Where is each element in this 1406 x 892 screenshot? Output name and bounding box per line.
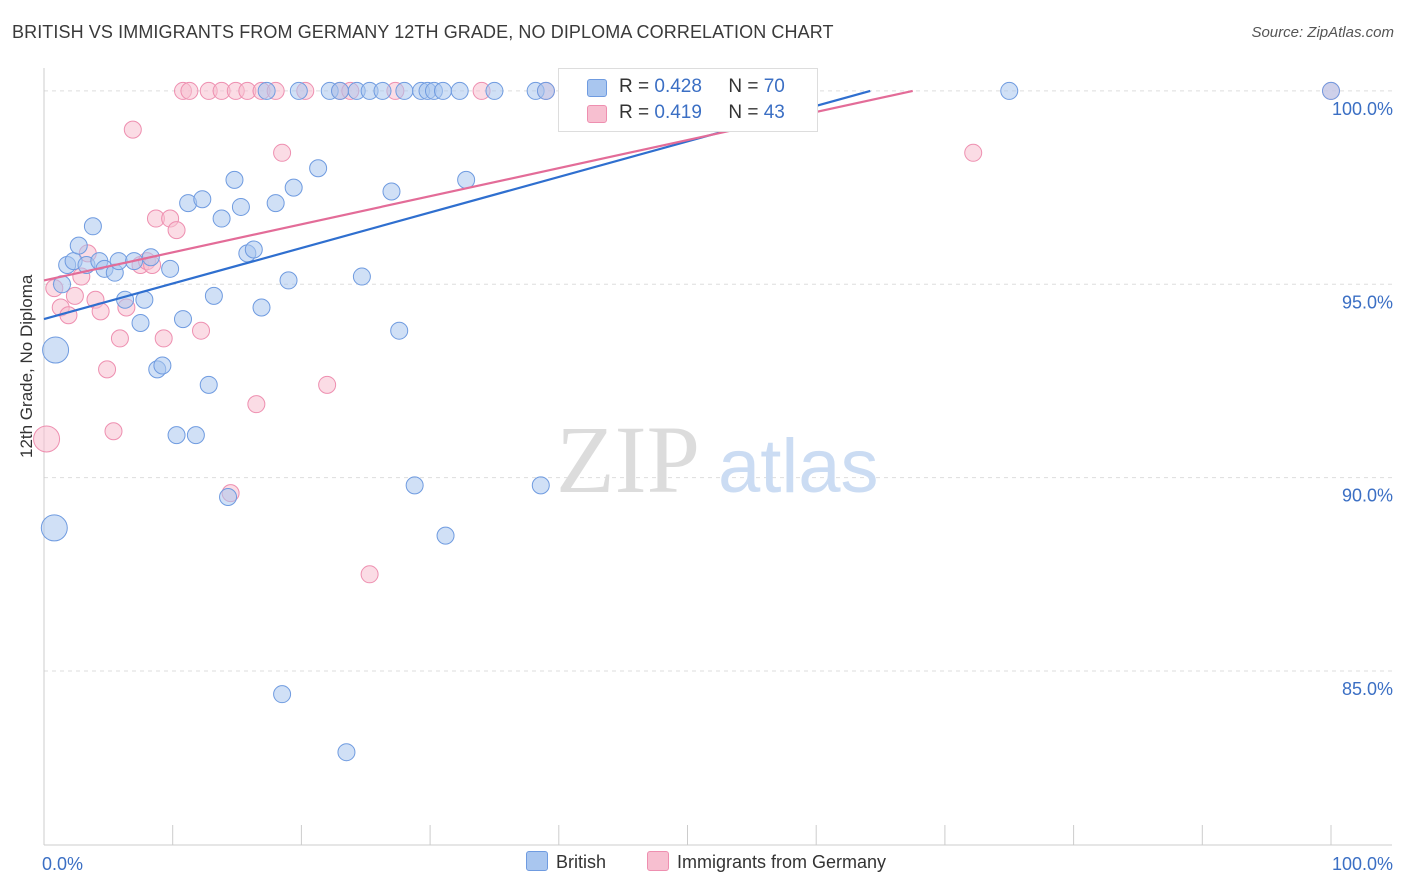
british-point	[331, 81, 350, 100]
gridlines	[44, 90, 1392, 672]
british-point	[231, 197, 250, 216]
germany-point	[110, 329, 129, 348]
germany-point	[123, 120, 142, 139]
germany-point	[98, 360, 117, 379]
legend-r-value: 0.428	[654, 76, 702, 97]
british-point	[193, 190, 212, 209]
germany-point	[167, 221, 186, 240]
british-point	[252, 298, 271, 317]
germany-point	[247, 395, 266, 414]
british-point	[352, 267, 371, 286]
british-point	[40, 514, 68, 542]
british-point	[116, 290, 135, 309]
british-point	[436, 526, 455, 545]
british-point	[485, 81, 504, 100]
germany-point	[104, 422, 123, 441]
british-point	[373, 81, 392, 100]
chart-title: BRITISH VS IMMIGRANTS FROM GERMANY 12TH …	[12, 22, 834, 42]
legend-row-germany: R = 0.419 N = 43	[619, 102, 785, 124]
british-point	[309, 159, 328, 178]
source-label: Source: ZipAtlas.com	[1251, 24, 1394, 41]
british-point	[83, 217, 102, 236]
british-point	[219, 487, 238, 506]
legend-row-british: R = 0.428 N = 70	[619, 76, 785, 98]
british-point	[257, 81, 276, 100]
british-point	[131, 313, 150, 332]
y-tick-label: 100.0%	[1332, 99, 1393, 119]
british-point	[284, 178, 303, 197]
watermark-atlas: atlas	[718, 424, 879, 509]
legend-r-label: R =	[619, 76, 650, 97]
germany-point	[273, 143, 292, 162]
y-tick-label: 95.0%	[1342, 292, 1393, 312]
legend-r-value: 0.419	[654, 102, 702, 123]
british-point	[199, 375, 218, 394]
legend-n-label: N =	[728, 102, 759, 123]
legend-swatch-germany	[587, 105, 607, 123]
british-point	[244, 240, 263, 259]
legend-swatch-british	[587, 79, 607, 97]
legend-n-value: 70	[763, 76, 785, 97]
british-point	[204, 286, 223, 305]
y-tick-label: 90.0%	[1342, 486, 1393, 506]
british-point	[390, 321, 409, 340]
british-point	[395, 81, 414, 100]
germany-point	[964, 143, 983, 162]
british-point	[536, 81, 555, 100]
british-point	[1322, 81, 1340, 100]
british-point	[153, 356, 172, 375]
british-point	[69, 236, 88, 255]
legend-swatch-british	[526, 851, 548, 871]
germany-point	[360, 565, 379, 584]
british-point	[212, 209, 231, 228]
british-point	[279, 271, 298, 290]
british-point	[42, 336, 70, 364]
y-axis-label: 12th Grade, No Diploma	[17, 274, 36, 458]
y-tick-label: 85.0%	[1342, 679, 1393, 699]
legend-label-germany: Immigrants from Germany	[677, 852, 887, 872]
british-point	[167, 426, 186, 445]
british-point	[289, 81, 308, 100]
british-point	[382, 182, 401, 201]
british-point	[173, 310, 192, 329]
germany-point	[59, 306, 78, 325]
axes	[43, 68, 1392, 846]
british-point	[109, 252, 128, 271]
british-point	[405, 476, 424, 495]
british-point	[186, 426, 205, 445]
british-point	[450, 81, 469, 100]
germany-point	[180, 81, 199, 100]
germany-point	[65, 286, 84, 305]
germany-point	[192, 321, 211, 340]
bottom-legend-british: British	[526, 851, 606, 873]
british-point	[1000, 81, 1019, 100]
correlation-legend: R = 0.428 N = 70 R = 0.419 N = 43	[558, 68, 818, 132]
british-point	[457, 170, 476, 189]
british-point	[273, 685, 292, 704]
x-tick-label: 0.0%	[42, 854, 83, 874]
legend-label-british: British	[556, 852, 607, 872]
germany-point	[154, 329, 173, 348]
british-point	[433, 81, 452, 100]
tick-labels: 100.0% 95.0% 90.0% 85.0% 0.0% 100.0%	[42, 99, 1393, 874]
legend-n-label: N =	[728, 76, 759, 97]
germany-point	[33, 425, 61, 453]
x-tick-label: 100.0%	[1332, 854, 1393, 874]
legend-n-value: 43	[763, 102, 785, 123]
legend-swatch-germany	[647, 851, 669, 871]
british-point	[266, 194, 285, 213]
british-point	[337, 743, 356, 762]
legend-r-label: R =	[619, 102, 650, 123]
germany-point	[318, 375, 337, 394]
bottom-legend-germany: Immigrants from Germany	[647, 851, 886, 873]
british-point	[531, 476, 550, 495]
watermark-zip: ZIP	[556, 406, 700, 513]
british-point	[161, 259, 180, 278]
british-point	[225, 170, 244, 189]
